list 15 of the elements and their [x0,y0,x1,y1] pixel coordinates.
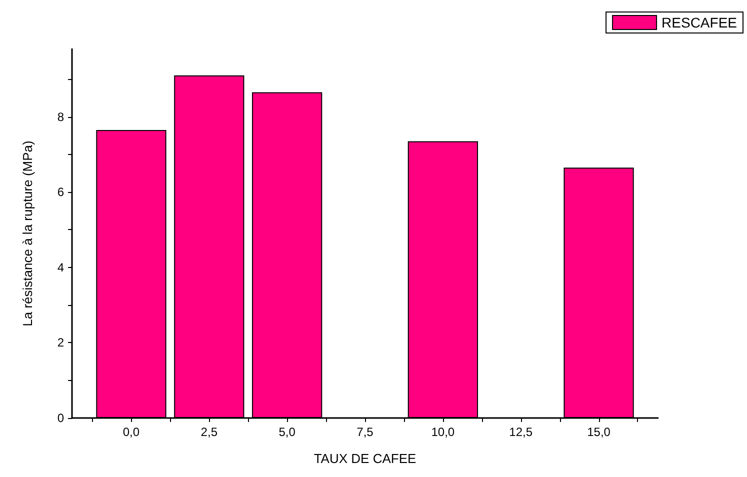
y-tick-label: 2 [57,336,64,350]
y-axis-title: La résistance à la rupture (MPa) [20,140,35,326]
x-tick-label: 10,0 [431,425,455,439]
x-tick-label: 15,0 [587,425,611,439]
x-tick-label: 12,5 [509,425,533,439]
x-tick-label: 0,0 [122,425,140,439]
legend-label: RESCAFEE [662,14,738,30]
y-tick-label: 4 [57,260,64,274]
y-tick-label: 8 [57,110,64,124]
x-axis-title: TAUX DE CAFEE [314,451,416,466]
x-tick-label: 2,5 [200,425,218,439]
y-tick-label: 0 [57,411,64,425]
x-tick-label: 7,5 [356,425,374,439]
x-tick-label: 5,0 [278,425,296,439]
y-tick-label: 6 [57,185,64,200]
